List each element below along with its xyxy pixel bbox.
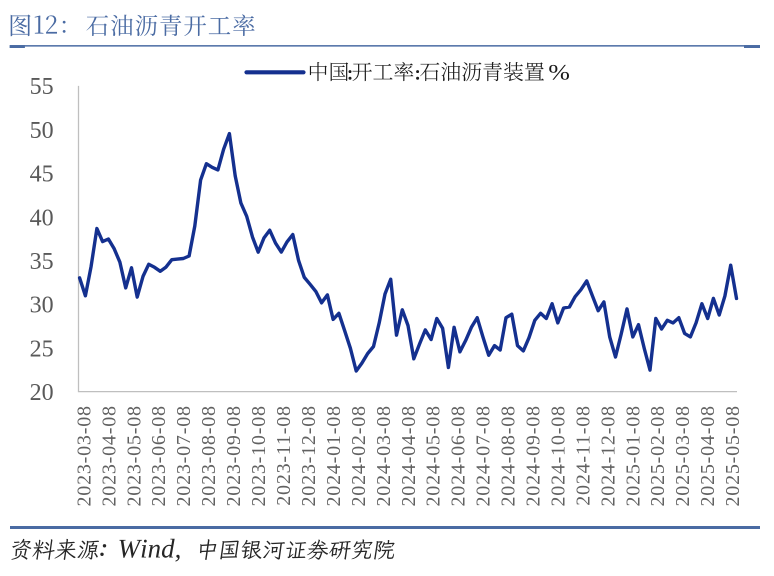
svg-text:2025-01-08: 2025-01-08 xyxy=(622,405,644,506)
svg-text:2024-06-08: 2024-06-08 xyxy=(448,405,470,506)
svg-text:2024-07-08: 2024-07-08 xyxy=(473,405,495,506)
svg-text:20: 20 xyxy=(30,380,54,406)
svg-text:2024-10-08: 2024-10-08 xyxy=(548,405,570,506)
svg-text:2025-02-08: 2025-02-08 xyxy=(647,405,669,506)
svg-text:35: 35 xyxy=(30,249,54,275)
svg-text:2023-07-08: 2023-07-08 xyxy=(173,405,195,506)
svg-text:2025-05-08: 2025-05-08 xyxy=(722,405,744,506)
svg-text:30: 30 xyxy=(30,293,54,319)
svg-text:2025-04-08: 2025-04-08 xyxy=(697,405,719,506)
svg-text:2023-04-08: 2023-04-08 xyxy=(98,405,120,506)
svg-text:2025-03-08: 2025-03-08 xyxy=(672,405,694,506)
svg-text:2024-09-08: 2024-09-08 xyxy=(523,405,545,506)
svg-text:2023-06-08: 2023-06-08 xyxy=(148,405,170,506)
svg-text:45: 45 xyxy=(30,162,54,188)
svg-text:2024-12-08: 2024-12-08 xyxy=(597,405,619,506)
svg-text:40: 40 xyxy=(30,205,54,231)
svg-text:2024-08-08: 2024-08-08 xyxy=(498,405,520,506)
svg-text:2023-10-08: 2023-10-08 xyxy=(248,405,270,506)
svg-text:2023-03-08: 2023-03-08 xyxy=(73,405,95,506)
svg-text:55: 55 xyxy=(30,74,54,100)
svg-text:2024-02-08: 2024-02-08 xyxy=(348,405,370,506)
svg-text:2023-11-08: 2023-11-08 xyxy=(273,405,295,506)
svg-text:25: 25 xyxy=(30,337,54,363)
svg-text:2023-12-08: 2023-12-08 xyxy=(298,405,320,506)
svg-text:2024-11-08: 2024-11-08 xyxy=(572,405,594,506)
svg-text:2024-03-08: 2024-03-08 xyxy=(373,405,395,506)
svg-text:2023-08-08: 2023-08-08 xyxy=(198,405,220,506)
svg-text:2024-05-08: 2024-05-08 xyxy=(423,405,445,506)
svg-text:2023-05-08: 2023-05-08 xyxy=(123,405,145,506)
svg-text:2024-04-08: 2024-04-08 xyxy=(398,405,420,506)
svg-text:50: 50 xyxy=(30,118,54,144)
svg-text:2024-01-08: 2024-01-08 xyxy=(323,405,345,506)
svg-text:2023-09-08: 2023-09-08 xyxy=(223,405,245,506)
